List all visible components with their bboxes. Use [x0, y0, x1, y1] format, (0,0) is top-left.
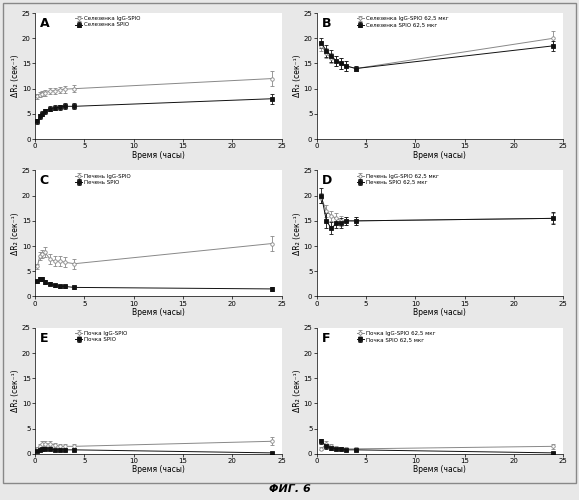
Legend: Почка IgG-SPIO 62,5 мкг, Почка SPIO 62,5 мкг: Почка IgG-SPIO 62,5 мкг, Почка SPIO 62,5…	[356, 330, 436, 343]
X-axis label: Время (часы): Время (часы)	[413, 150, 466, 160]
Text: C: C	[40, 174, 49, 187]
Y-axis label: ΔR₂ (сек⁻¹): ΔR₂ (сек⁻¹)	[293, 370, 302, 412]
Y-axis label: ΔR₂ (сек⁻¹): ΔR₂ (сек⁻¹)	[293, 55, 302, 98]
X-axis label: Время (часы): Время (часы)	[132, 150, 185, 160]
Y-axis label: ΔR₂ (сек⁻¹): ΔR₂ (сек⁻¹)	[12, 212, 20, 255]
Y-axis label: ΔR₂ (сек⁻¹): ΔR₂ (сек⁻¹)	[12, 370, 20, 412]
Legend: Почка IgG-SPIO, Почка SPIO: Почка IgG-SPIO, Почка SPIO	[75, 330, 128, 343]
X-axis label: Время (часы): Время (часы)	[413, 466, 466, 474]
Text: E: E	[40, 332, 48, 344]
Text: F: F	[321, 332, 330, 344]
Text: A: A	[40, 17, 49, 30]
X-axis label: Время (часы): Время (часы)	[132, 466, 185, 474]
Text: ΦИГ. 6: ΦИГ. 6	[269, 484, 310, 494]
Legend: Селезенка IgG-SPIO, Селезенка SPIO: Селезенка IgG-SPIO, Селезенка SPIO	[75, 16, 141, 28]
X-axis label: Время (часы): Время (часы)	[132, 308, 185, 317]
X-axis label: Время (часы): Время (часы)	[413, 308, 466, 317]
Text: D: D	[321, 174, 332, 187]
Legend: Селезенка IgG-SPIO 62,5 мкг, Селезенка SPIO 62,5 мкг: Селезенка IgG-SPIO 62,5 мкг, Селезенка S…	[356, 16, 449, 28]
Text: B: B	[321, 17, 331, 30]
Legend: Печень IgG-SPIO, Печень SPIO: Печень IgG-SPIO, Печень SPIO	[75, 173, 131, 186]
Y-axis label: ΔR₂ (сек⁻¹): ΔR₂ (сек⁻¹)	[293, 212, 302, 255]
Legend: Печень IgG-SPIO 62,5 мкг, Печень SPIO 62,5 мкг: Печень IgG-SPIO 62,5 мкг, Печень SPIO 62…	[356, 173, 439, 186]
Y-axis label: ΔR₂ (сек⁻¹): ΔR₂ (сек⁻¹)	[12, 55, 20, 98]
